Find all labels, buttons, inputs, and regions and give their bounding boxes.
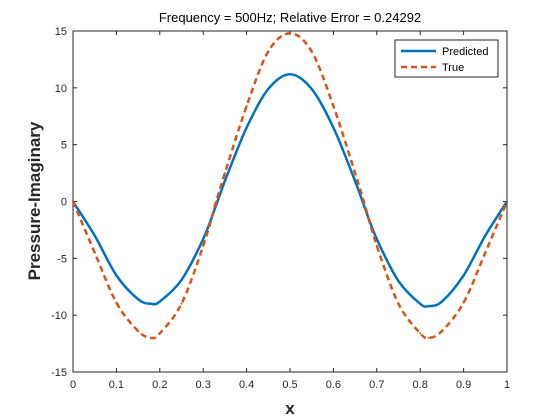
data-point-predicted [180, 278, 183, 281]
data-point-predicted [427, 305, 430, 308]
y-tick-label: 0 [61, 197, 67, 209]
data-point-predicted [375, 238, 378, 241]
data-point-predicted [115, 274, 118, 277]
y-tick-label: 5 [61, 140, 67, 152]
data-point-predicted [397, 280, 400, 283]
x-tick-label: 0.2 [152, 379, 167, 391]
x-tick-label: 0.7 [369, 379, 384, 391]
data-point-true [397, 302, 400, 305]
data-point-true [484, 251, 487, 254]
data-point-true [150, 336, 153, 339]
y-tick-label: -5 [57, 253, 67, 265]
data-point-true [310, 50, 313, 53]
data-point-true [289, 32, 291, 35]
x-tick-label: 0 [70, 379, 76, 391]
y-tick-label: 15 [55, 26, 67, 38]
legend-label-true: True [442, 62, 464, 74]
data-point-true [223, 172, 226, 175]
data-point-true [137, 330, 140, 333]
data-point-predicted [150, 302, 153, 305]
data-point-true [180, 302, 183, 305]
x-axis-label: x [285, 399, 295, 418]
data-point-predicted [245, 126, 248, 129]
data-point-true [419, 332, 422, 335]
data-point-true [332, 105, 335, 108]
data-point-predicted [362, 203, 365, 206]
data-point-predicted [419, 302, 422, 305]
data-point-predicted [289, 73, 291, 76]
plot-area [72, 30, 508, 373]
series-layer [71, 32, 509, 340]
data-point-true [215, 200, 218, 203]
data-point-predicted [354, 180, 357, 183]
y-tick-label: -15 [51, 367, 67, 379]
data-point-predicted [462, 274, 465, 277]
data-point-true [245, 105, 248, 108]
data-point-predicted [202, 238, 205, 241]
data-point-true [440, 330, 443, 333]
data-point-predicted [267, 87, 270, 90]
data-point-predicted [158, 300, 161, 303]
data-point-true [202, 244, 205, 247]
legend: Predicted True [394, 39, 499, 78]
data-point-predicted [440, 300, 443, 303]
data-point-predicted [137, 298, 140, 301]
data-point-predicted [310, 87, 313, 90]
x-tick-label: 0.9 [456, 379, 471, 391]
data-point-true [354, 172, 357, 175]
data-point-true [427, 336, 430, 339]
y-tick-label: 10 [55, 83, 67, 95]
x-tick-label: 0.8 [413, 379, 428, 391]
y-tick-label: -10 [51, 310, 67, 322]
data-point-predicted [484, 234, 487, 237]
chart-title: Frequency = 500Hz; Relative Error = 0.24… [159, 10, 421, 25]
axis-ticks: 0 0.1 0.2 0.3 0.4 0.5 0.6 0.7 0.8 0.9 1 -15 -10 -5 0 5 1… [51, 26, 510, 391]
x-tick-label: 0.5 [282, 379, 297, 391]
x-tick-label: 0.4 [239, 379, 254, 391]
data-point-true [267, 50, 270, 53]
x-tick-label: 0.1 [109, 379, 124, 391]
data-point-true [462, 301, 465, 304]
y-axis-label: Pressure-Imaginary [25, 121, 44, 280]
data-point-true [375, 244, 378, 247]
data-point-true [72, 200, 74, 203]
data-point-true [115, 301, 118, 304]
legend-box [394, 39, 499, 78]
x-tick-label: 1 [504, 379, 510, 391]
x-tick-label: 0.6 [326, 379, 341, 391]
x-tick-label: 0.3 [196, 379, 211, 391]
legend-label-predicted: Predicted [442, 46, 488, 58]
data-point-predicted [332, 126, 335, 129]
data-point-true [506, 200, 508, 203]
data-point-predicted [223, 180, 226, 183]
data-point-predicted [93, 234, 96, 237]
data-point-true [93, 251, 96, 254]
data-point-true [158, 332, 161, 335]
data-point-true [362, 200, 365, 203]
